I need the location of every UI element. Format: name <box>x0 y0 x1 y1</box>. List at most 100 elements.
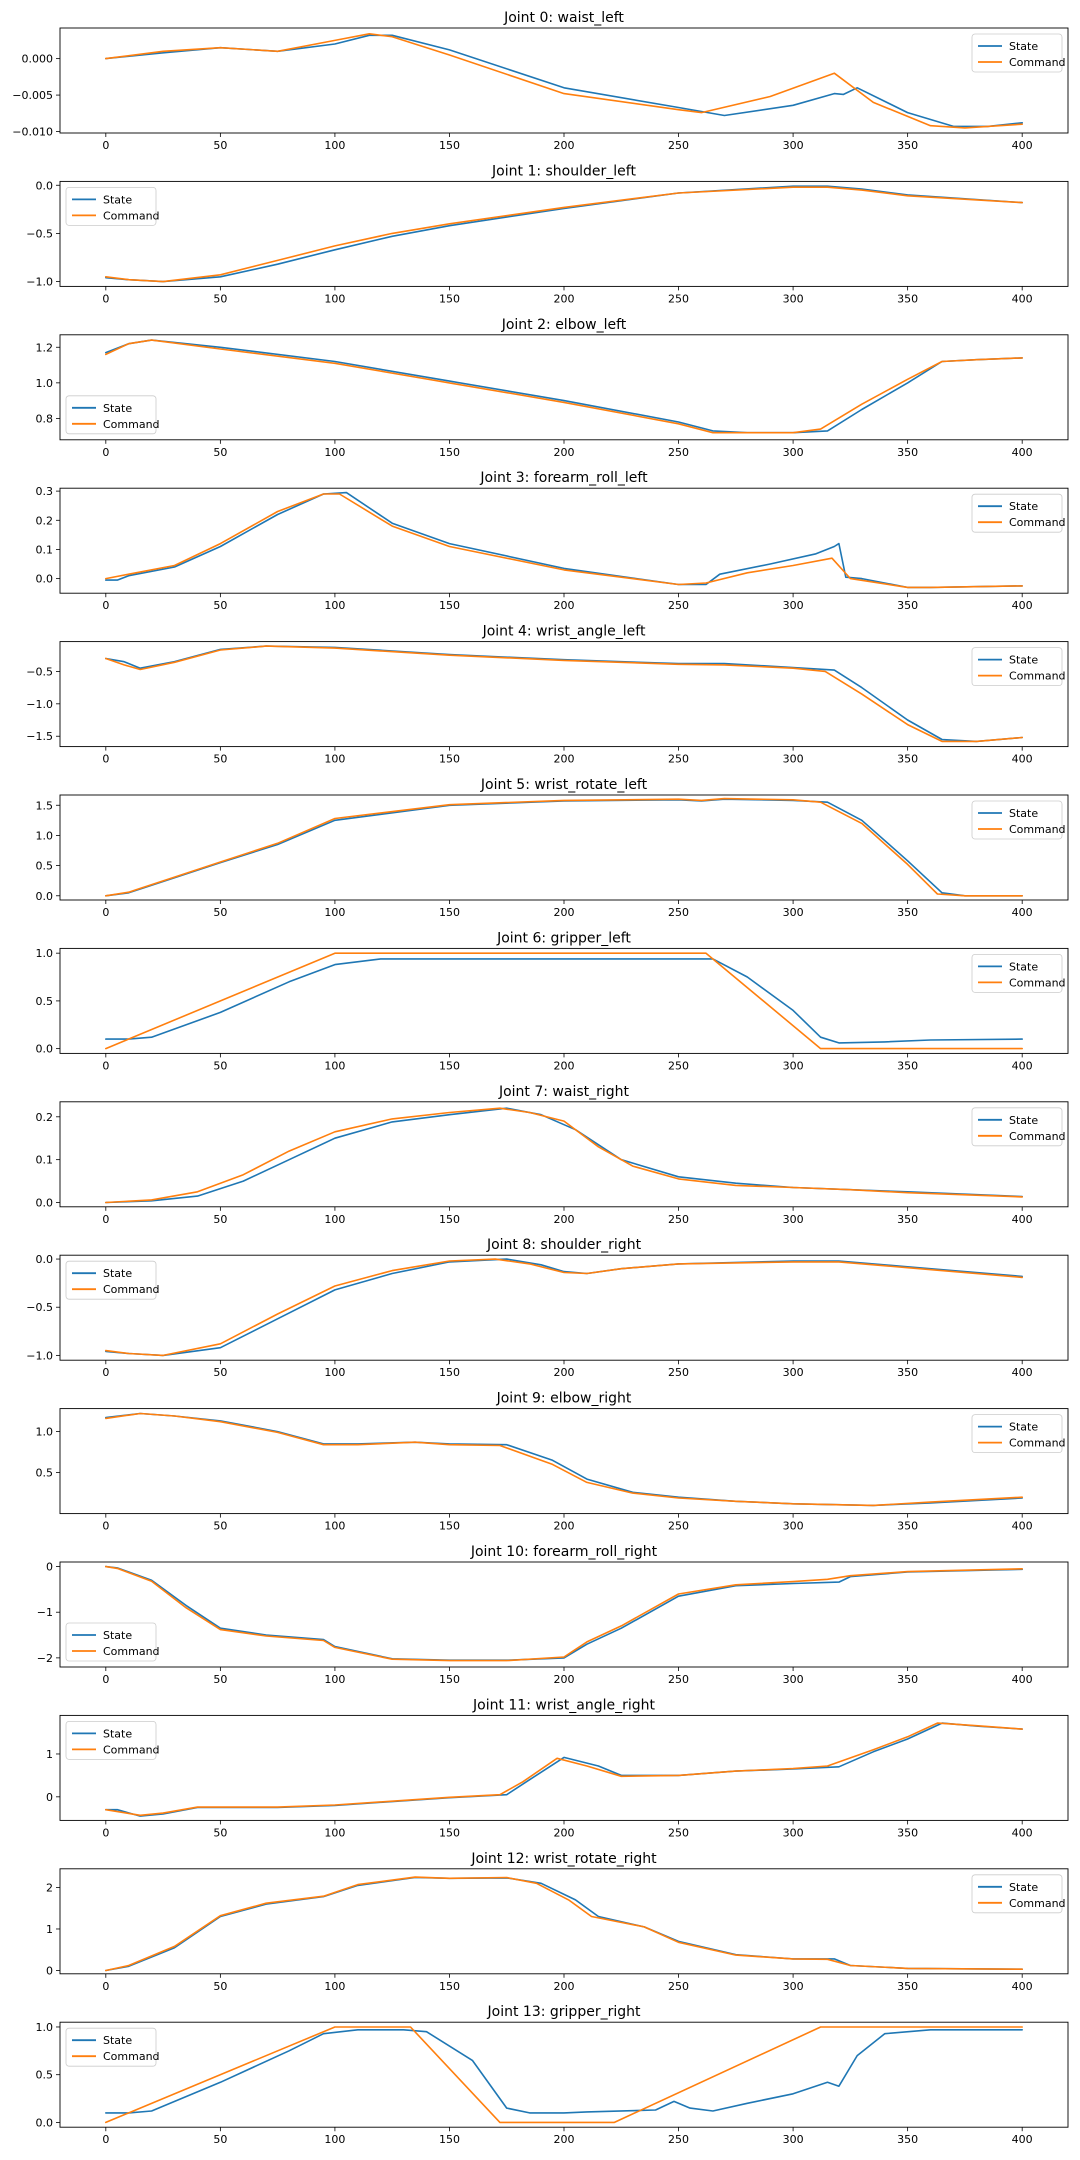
legend-label-state: State <box>1009 1421 1038 1434</box>
series-line-command <box>105 186 1024 283</box>
x-tick-label: 100 <box>324 139 345 152</box>
x-tick-label: 100 <box>324 1520 345 1533</box>
subplot-9: Joint 9: elbow_right 0 50 100 150 200 250 300 35… <box>36 1391 1069 1533</box>
x-tick-label: 50 <box>213 1213 227 1226</box>
x-tick-label: 150 <box>439 906 460 919</box>
subplot-title: Joint 11: wrist_angle_right <box>472 1697 656 1713</box>
subplot-title: Joint 3: forearm_roll_left <box>479 470 648 486</box>
series-line-state <box>105 958 1024 1044</box>
legend-label-state: State <box>1009 960 1038 973</box>
x-tick-label: 300 <box>783 1366 804 1379</box>
x-tick-label: 0 <box>102 1520 109 1533</box>
series-line-state <box>105 491 1024 589</box>
plot-frame <box>59 1408 1069 1515</box>
x-tick-label: 150 <box>439 1826 460 1839</box>
y-tick-label: −0.010 <box>12 126 53 139</box>
legend-label-command: Command <box>103 1645 160 1658</box>
x-tick-label: 50 <box>213 446 227 459</box>
y-tick-label: 0 <box>46 1964 53 1977</box>
x-tick-label: 50 <box>213 1673 227 1686</box>
x-tick-label: 0 <box>102 1980 109 1993</box>
x-tick-label: 50 <box>213 753 227 766</box>
series-line-command <box>105 1722 1024 1817</box>
series-line-state <box>105 1722 1024 1817</box>
y-tick-label: 0.8 <box>36 412 54 425</box>
y-tick-label: 0.5 <box>36 1467 54 1480</box>
y-tick-label: 1.5 <box>36 799 54 812</box>
subplot-5: Joint 5: wrist_rotate_left 0 50 100 150 200 25… <box>36 777 1069 919</box>
plot-frame <box>59 27 1069 134</box>
series-line-command <box>105 1258 1024 1357</box>
subplot-title: Joint 8: shoulder_right <box>486 1237 642 1253</box>
subplot-title: Joint 6: gripper_left <box>496 930 631 946</box>
y-tick-label: −1.5 <box>26 730 53 743</box>
legend: State Command <box>65 1260 160 1300</box>
x-tick-label: 250 <box>668 1366 689 1379</box>
subplot-0: Joint 0: waist_left 0 50 100 150 200 250 300 350… <box>12 10 1069 152</box>
series-line-state <box>105 1565 1024 1661</box>
x-tick-label: 150 <box>439 1059 460 1072</box>
x-tick-label: 150 <box>439 1520 460 1533</box>
legend-label-command: Command <box>103 1743 160 1756</box>
x-tick-label: 150 <box>439 2133 460 2146</box>
subplot-title: Joint 12: wrist_rotate_right <box>470 1851 657 1867</box>
x-tick-label: 0 <box>102 906 109 919</box>
x-tick-label: 250 <box>668 1520 689 1533</box>
subplot-title: Joint 13: gripper_right <box>487 2004 641 2020</box>
x-tick-label: 0 <box>102 2133 109 2146</box>
x-tick-label: 350 <box>897 1826 918 1839</box>
x-tick-label: 350 <box>897 1673 918 1686</box>
y-tick-label: 0.2 <box>36 1111 54 1124</box>
subplot-title: Joint 7: waist_right <box>498 1084 630 1100</box>
legend-label-state: State <box>103 193 132 206</box>
x-tick-label: 100 <box>324 1826 345 1839</box>
legend: State Command <box>971 1414 1066 1453</box>
subplot-11: Joint 11: wrist_angle_right 0 50 100 150 200 2… <box>46 1697 1069 1839</box>
x-tick-label: 200 <box>554 446 575 459</box>
x-tick-label: 0 <box>102 1826 109 1839</box>
legend-label-state: State <box>103 1629 132 1642</box>
x-tick-label: 200 <box>554 2133 575 2146</box>
subplot-8: Joint 8: shoulder_right 0 50 100 150 200 250 30… <box>26 1237 1069 1379</box>
series-line-command <box>105 1565 1024 1662</box>
x-tick-label: 100 <box>324 446 345 459</box>
subplot-4: Joint 4: wrist_angle_left 0 50 100 150 200 250… <box>26 624 1069 766</box>
y-tick-label: −0.5 <box>26 1301 53 1314</box>
x-tick-label: 250 <box>668 1673 689 1686</box>
legend: State Command <box>65 2027 160 2067</box>
x-tick-label: 350 <box>897 1213 918 1226</box>
x-tick-label: 350 <box>897 446 918 459</box>
legend-label-command: Command <box>1009 823 1066 836</box>
x-tick-label: 100 <box>324 1673 345 1686</box>
y-tick-label: −0.5 <box>26 227 53 240</box>
x-tick-label: 250 <box>668 292 689 305</box>
x-tick-label: 250 <box>668 1826 689 1839</box>
x-tick-label: 0 <box>102 1673 109 1686</box>
x-tick-label: 150 <box>439 753 460 766</box>
y-tick-label: 1 <box>46 1923 53 1936</box>
legend-label-command: Command <box>1009 1437 1066 1450</box>
subplot-title: Joint 2: elbow_left <box>501 317 627 333</box>
plot-frame <box>59 1561 1069 1668</box>
y-tick-label: 0.5 <box>36 2069 54 2082</box>
y-tick-label: 0 <box>46 1791 53 1804</box>
y-tick-label: 0.0 <box>36 1253 54 1266</box>
y-tick-label: 0.0 <box>36 179 54 192</box>
x-tick-label: 150 <box>439 1673 460 1686</box>
subplot-title: Joint 1: shoulder_left <box>491 163 636 179</box>
x-tick-label: 400 <box>1012 292 1033 305</box>
y-tick-label: 0.000 <box>22 53 54 66</box>
series-line-command <box>105 1876 1024 1972</box>
x-tick-label: 350 <box>897 906 918 919</box>
legend-label-state: State <box>103 1727 132 1740</box>
legend-label-state: State <box>1009 654 1038 667</box>
x-tick-label: 0 <box>102 292 109 305</box>
x-tick-label: 50 <box>213 1366 227 1379</box>
legend-label-command: Command <box>103 2050 160 2063</box>
x-tick-label: 100 <box>324 906 345 919</box>
plot-frame <box>59 1101 1069 1208</box>
x-tick-label: 50 <box>213 139 227 152</box>
y-tick-label: −0.005 <box>12 89 53 102</box>
x-tick-label: 0 <box>102 1213 109 1226</box>
plot-frame <box>59 180 1069 287</box>
